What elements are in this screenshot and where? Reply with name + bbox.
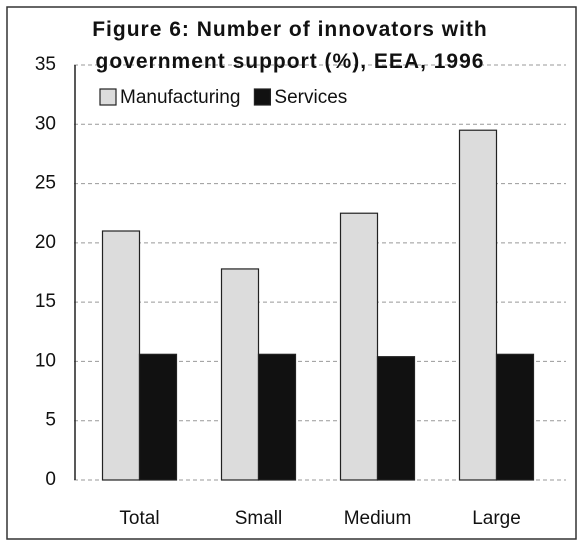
bar (220, 268, 260, 481)
legend-label: Manufacturing (120, 87, 240, 108)
x-tick-label: Medium (344, 508, 412, 529)
y-tick-label: 10 (35, 350, 56, 371)
bar (101, 230, 141, 481)
y-tick-label: 0 (45, 469, 56, 490)
x-tick-label: Small (235, 508, 283, 529)
y-tick-label: 35 (35, 54, 56, 75)
y-tick-label: 20 (35, 232, 56, 253)
legend-swatch (99, 88, 117, 106)
bar (376, 356, 416, 481)
bar (495, 353, 535, 481)
bar (458, 129, 498, 481)
x-tick-label: Total (119, 508, 159, 529)
bar (257, 353, 297, 481)
chart-title: Figure 6: Number of innovators with gove… (92, 18, 488, 73)
bar (138, 353, 178, 481)
y-tick-label: 15 (35, 291, 56, 312)
y-tick-label: 25 (35, 173, 56, 194)
frame (6, 6, 577, 540)
legend-label: Services (274, 87, 347, 108)
legend-swatch (253, 88, 272, 106)
y-tick-label: 5 (45, 410, 56, 431)
y-tick-label: 30 (35, 113, 56, 134)
x-tick-label: Large (472, 508, 521, 529)
bar (339, 212, 379, 481)
